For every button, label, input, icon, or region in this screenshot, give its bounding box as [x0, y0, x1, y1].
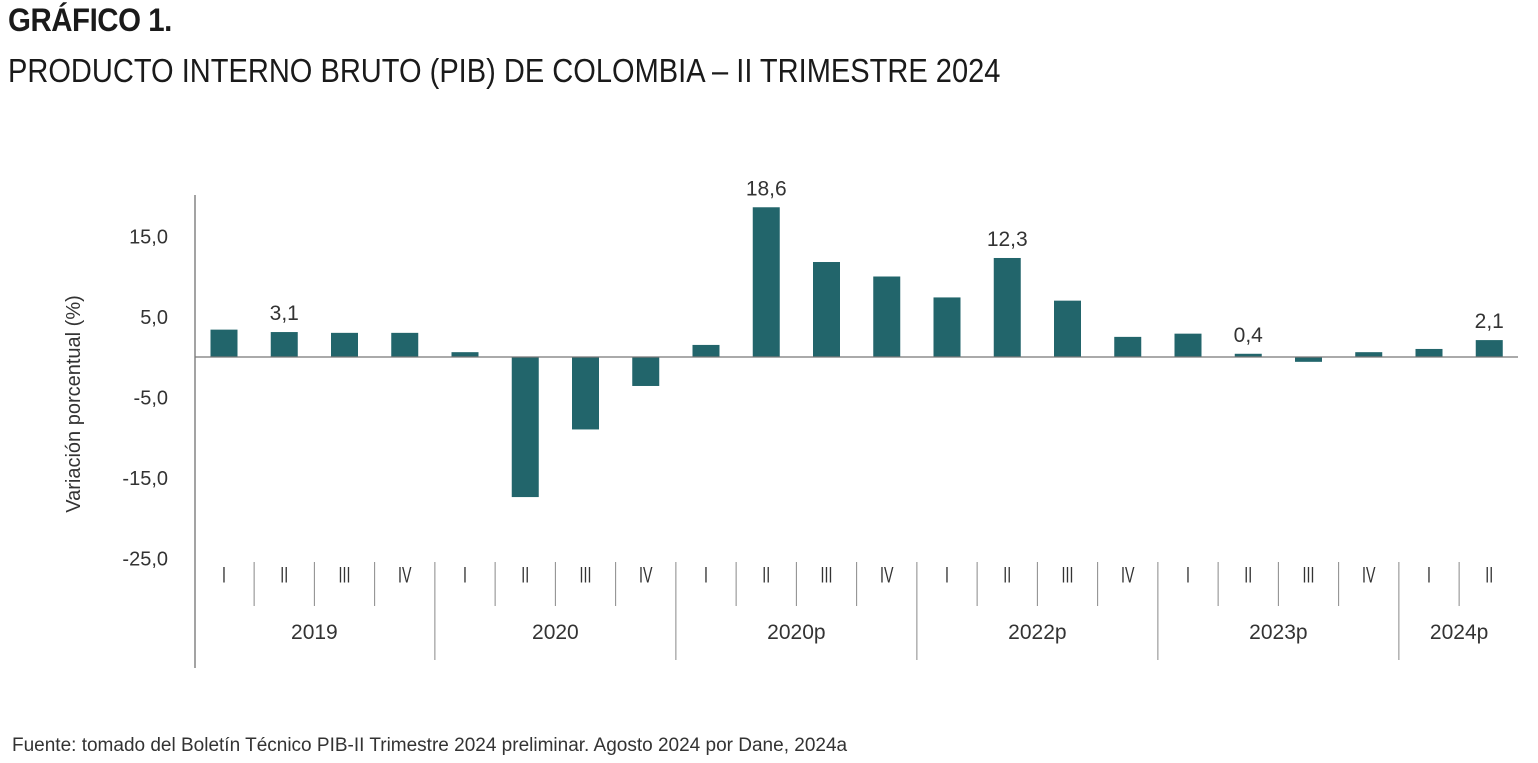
- y-tick-label: -15,0: [122, 468, 168, 490]
- quarter-label: III: [580, 562, 592, 587]
- data-label: 12,3: [987, 228, 1028, 251]
- data-label: 2,1: [1475, 310, 1504, 333]
- bar: [391, 332, 419, 357]
- bar: [632, 357, 660, 386]
- quarter-label: II: [280, 562, 288, 587]
- bar: [1054, 300, 1081, 357]
- y-tick-label: 5,0: [140, 307, 168, 329]
- y-tick-label: -5,0: [134, 387, 168, 409]
- quarter-label: I: [1186, 562, 1190, 587]
- data-label: 3,1: [270, 302, 299, 325]
- source-note: Fuente: tomado del Boletín Técnico PIB-I…: [12, 735, 848, 756]
- bar: [1415, 348, 1443, 357]
- quarter-label: IV: [880, 562, 894, 587]
- quarter-label: III: [1303, 562, 1315, 587]
- bar: [1114, 336, 1142, 357]
- bar: [1295, 357, 1322, 362]
- quarter-label: IV: [639, 562, 653, 587]
- quarter-label: II: [521, 562, 529, 587]
- bar: [210, 329, 238, 357]
- quarter-label: I: [222, 562, 226, 587]
- year-label: 2024p: [1430, 621, 1488, 644]
- year-label: 2020: [532, 621, 579, 644]
- quarter-label: II: [1244, 562, 1252, 587]
- bar: [813, 262, 840, 357]
- quarter-label: II: [1003, 562, 1011, 587]
- quarter-label: I: [463, 562, 467, 587]
- bar: [1355, 352, 1383, 357]
- bar: [933, 297, 961, 357]
- year-label: 2019: [291, 621, 338, 644]
- quarter-label: II: [762, 562, 770, 587]
- bar: [331, 332, 358, 357]
- y-tick-label: 15,0: [129, 226, 168, 248]
- quarter-label: IV: [398, 562, 412, 587]
- data-label: 0,4: [1234, 324, 1264, 347]
- bar: [1234, 353, 1262, 357]
- year-label: 2020p: [767, 621, 825, 644]
- chart-figure-label: GRÁFICO 1.: [8, 2, 172, 38]
- quarter-label: III: [1062, 562, 1074, 587]
- bar: [873, 276, 901, 357]
- quarter-label: I: [945, 562, 949, 587]
- quarter-label: III: [339, 562, 351, 587]
- quarter-label: IV: [1121, 562, 1135, 587]
- quarter-label: I: [1427, 562, 1431, 587]
- year-label: 2023p: [1249, 621, 1307, 644]
- bar: [270, 332, 298, 357]
- quarter-label: I: [704, 562, 708, 587]
- bar: [1174, 333, 1202, 357]
- year-label: 2022p: [1008, 621, 1066, 644]
- bar: [1475, 340, 1503, 357]
- bar: [993, 257, 1021, 357]
- y-tick-label: -25,0: [122, 548, 168, 570]
- quarter-label: IV: [1362, 562, 1376, 587]
- chart-title: PRODUCTO INTERNO BRUTO (PIB) DE COLOMBIA…: [8, 52, 1001, 89]
- bar: [692, 344, 720, 357]
- bar: [511, 357, 539, 498]
- quarter-label: II: [1485, 562, 1493, 587]
- y-axis-label: Variación porcentual (%): [63, 295, 85, 513]
- bar: [451, 352, 479, 357]
- bar: [572, 357, 599, 430]
- bar: [752, 207, 780, 357]
- quarter-label: III: [821, 562, 833, 587]
- data-label: 18,6: [746, 177, 787, 200]
